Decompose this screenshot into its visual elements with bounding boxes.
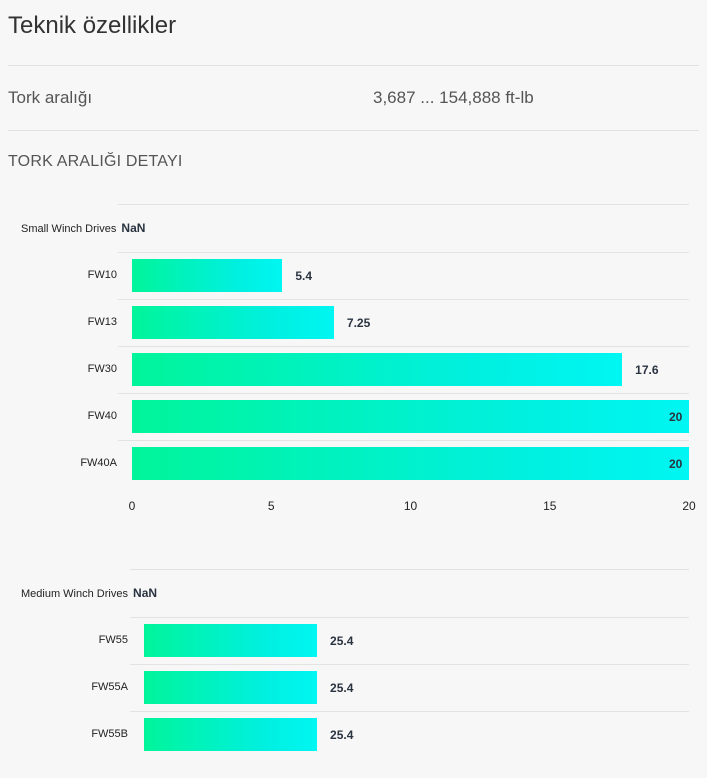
- category-label: FW55B: [91, 728, 128, 740]
- row-separator: [118, 440, 689, 441]
- spec-label: Tork aralığı: [8, 88, 93, 107]
- category-label: FW10: [87, 269, 117, 281]
- category-label: FW55A: [91, 681, 128, 693]
- chart-top-line: [130, 569, 689, 570]
- chart-title-suffix: NaN: [121, 221, 146, 235]
- row-separator: [118, 346, 689, 347]
- x-tick-label: 15: [543, 499, 557, 513]
- value-label: 25.4: [330, 728, 354, 742]
- bar-fw40: [132, 400, 689, 433]
- chart-title-text: Medium Winch Drives: [21, 588, 128, 600]
- chart-title-text: Small Winch Drives: [21, 223, 117, 235]
- value-label: 20: [669, 410, 683, 424]
- chart-title: Small Winch Drives NaN: [21, 221, 145, 235]
- bar-fw30: [132, 353, 623, 386]
- category-label: FW40A: [80, 457, 117, 469]
- page-title: Teknik özellikler: [8, 12, 177, 39]
- category-label: FW30: [87, 363, 117, 375]
- x-tick-label: 0: [128, 499, 136, 513]
- spec-value: 3,687 ... 154,888 ft-lb: [373, 88, 534, 107]
- small-winch-chart: Small Winch Drives NaN FW10 5.4 FW13 7.25 FW…: [0, 204, 707, 524]
- row-separator: [118, 393, 689, 394]
- chart-title-suffix: NaN: [133, 586, 158, 600]
- value-label: 25.4: [330, 634, 354, 648]
- value-label: 25.4: [330, 681, 354, 695]
- bar-fw13: [132, 306, 334, 339]
- chart-top-line: [118, 204, 689, 205]
- value-label: 17.6: [635, 363, 659, 377]
- x-tick-label: 5: [267, 499, 275, 513]
- bar-fw55b: [144, 718, 318, 751]
- divider: [8, 130, 699, 131]
- bar-fw55: [144, 624, 318, 657]
- x-tick-label: 20: [682, 499, 696, 513]
- medium-winch-chart: Medium Winch Drives NaN FW55 25.4 FW55A 25.…: [0, 569, 707, 778]
- bar-fw40a: [132, 447, 689, 480]
- row-separator: [130, 664, 689, 665]
- bar-fw55a: [144, 671, 318, 704]
- category-label: FW55: [98, 634, 128, 646]
- row-separator: [130, 617, 689, 618]
- row-separator: [130, 711, 689, 712]
- section-heading: TORK ARALIĞI DETAYI: [8, 153, 183, 170]
- divider: [8, 65, 699, 66]
- row-separator: [118, 299, 689, 300]
- category-label: FW40: [87, 410, 117, 422]
- bar-fw10: [132, 259, 283, 292]
- category-label: FW13: [87, 316, 117, 328]
- value-label: 5.4: [295, 269, 313, 283]
- value-label: 20: [669, 457, 683, 471]
- x-tick-label: 10: [403, 499, 418, 513]
- row-separator: [118, 252, 689, 253]
- value-label: 7.25: [346, 316, 371, 330]
- chart-title: Medium Winch Drives NaN: [21, 586, 157, 600]
